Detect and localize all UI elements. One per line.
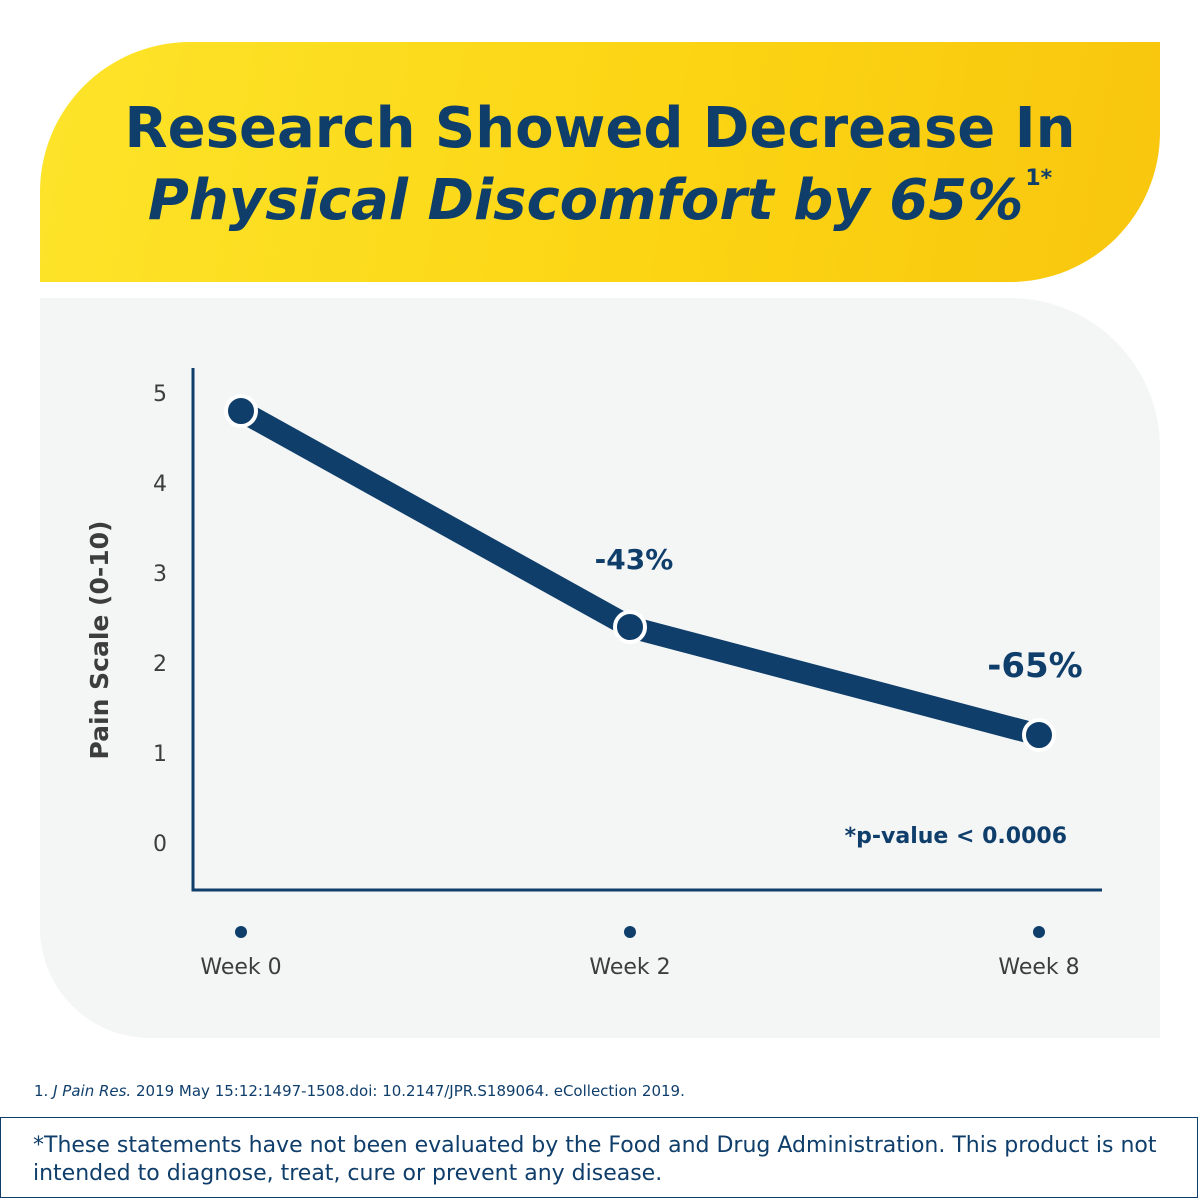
- y-tick-label-0: 0: [153, 832, 167, 857]
- footnote-number: 1.: [34, 1082, 49, 1100]
- y-axis-label: Pain Scale (0-10): [85, 521, 114, 760]
- footnote-journal: J Pain Res.: [53, 1082, 132, 1100]
- y-tick-label-5: 5: [153, 382, 167, 407]
- title-superscript: 1*: [1025, 166, 1053, 191]
- disclaimer-text: *These statements have not been evaluate…: [33, 1133, 1157, 1186]
- y-tick-label-1: 1: [153, 742, 167, 767]
- title-banner: [40, 42, 1160, 282]
- title-line-2-text: Physical Discomfort by 65%: [147, 168, 1024, 233]
- data-point-1: [613, 610, 647, 644]
- y-tick-label-3: 3: [153, 562, 167, 587]
- data-point-2: [1022, 718, 1056, 752]
- data-label-2: -65%: [987, 646, 1083, 686]
- x-tick-dot-2: [1033, 926, 1045, 938]
- pain-scale-chart: 0 1 2 3 4 5 Pain Scale (0-10) Week 0 Week 2 Week …: [85, 368, 1102, 980]
- title-line-2: Physical Discomfort by 65%1*: [0, 166, 1200, 233]
- x-tick-dot-1: [624, 926, 636, 938]
- y-tick-label-2: 2: [153, 652, 167, 677]
- data-label-1: -43%: [595, 543, 674, 576]
- footnote-citation: 2019 May 15:12:1497-1508.doi: 10.2147/JP…: [135, 1082, 685, 1100]
- y-tick-label-4: 4: [153, 472, 167, 497]
- footnote: 1. J Pain Res. 2019 May 15:12:1497-1508.…: [34, 1082, 685, 1100]
- x-tick-dot-0: [235, 926, 247, 938]
- p-value-annotation: *p-value < 0.0006: [845, 824, 1067, 849]
- x-tick-label-0: Week 0: [200, 955, 281, 980]
- data-point-0: [224, 394, 258, 428]
- chart-panel: [40, 298, 1160, 1038]
- disclaimer-box: *These statements have not been evaluate…: [0, 1117, 1198, 1198]
- x-tick-label-1: Week 2: [589, 955, 670, 980]
- x-tick-label-2: Week 8: [998, 955, 1079, 980]
- title-line-1: Research Showed Decrease In: [124, 96, 1076, 161]
